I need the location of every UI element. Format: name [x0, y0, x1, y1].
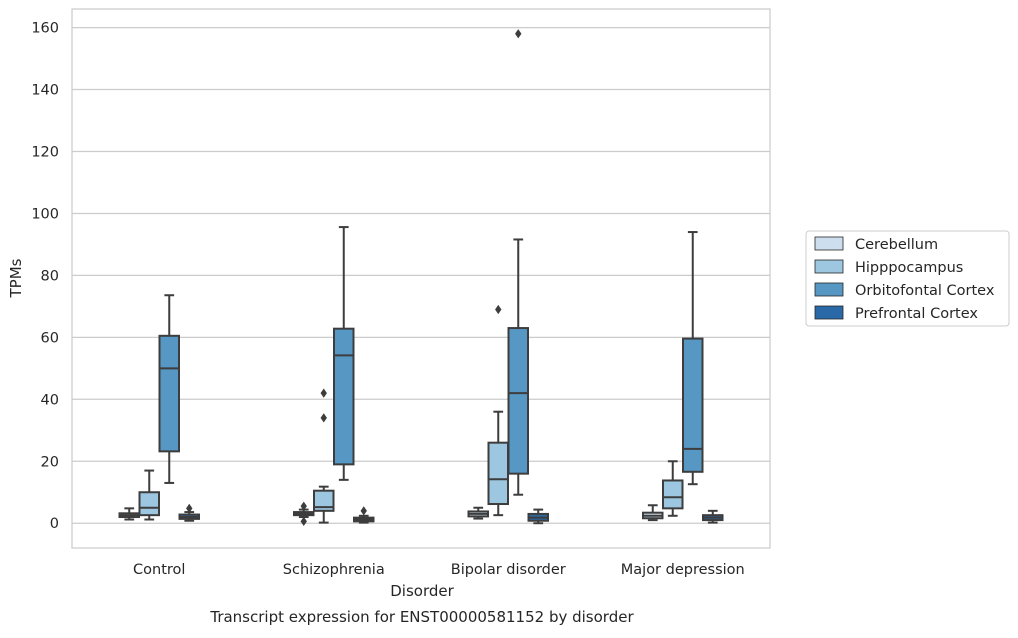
box-orbitofontal-cortex: [507, 29, 529, 496]
legend-swatch: [814, 282, 844, 297]
outlier-point: [495, 304, 502, 315]
y-tick-label: 0: [50, 516, 59, 532]
outlier-point: [186, 503, 193, 513]
legend-label: Orbitofontal Cortex: [855, 283, 995, 299]
y-tick-label: 80: [41, 268, 59, 284]
outlier-point: [300, 516, 307, 526]
x-tick-label: Bipolar disorder: [451, 562, 566, 578]
y-tick-label: 160: [31, 21, 59, 37]
legend-swatch: [814, 259, 844, 274]
outlier-point: [515, 29, 522, 39]
box-orbitofontal-cortex: [333, 226, 355, 481]
outlier-point: [320, 388, 327, 398]
y-tick-label: 120: [31, 144, 59, 160]
y-tick-label: 100: [31, 206, 59, 222]
box-iqr: [682, 337, 704, 473]
y-tick-labels: 0 20 40 60 80 100 120 140 160: [31, 21, 59, 533]
x-axis-label: Disorder: [390, 582, 454, 600]
box-cerebellum: [293, 501, 315, 526]
outlier-point: [300, 501, 307, 511]
box-iqr: [507, 327, 529, 475]
boxes: [118, 29, 724, 526]
y-axis-label: TPMs: [7, 258, 25, 298]
box-hipppocampus: [487, 304, 509, 517]
box-iqr: [158, 334, 180, 453]
legend-swatch: [814, 236, 844, 251]
box-prefrontal-cortex: [353, 506, 375, 524]
box-prefrontal-cortex: [178, 503, 200, 522]
box-cerebellum: [642, 504, 664, 522]
x-tick-label: Control: [133, 562, 185, 578]
box-iqr: [662, 479, 684, 510]
y-tick-label: 40: [41, 392, 59, 408]
box-prefrontal-cortex: [527, 508, 549, 525]
box-hipppocampus: [138, 469, 160, 521]
legend-frame: [805, 230, 1010, 327]
plot-frame: [71, 8, 771, 549]
x-tick-label: Schizophrenia: [283, 562, 385, 578]
y-tick-label: 20: [41, 454, 59, 470]
box-hipppocampus: [313, 388, 335, 524]
figure-caption: Transcript expression for ENST0000058115…: [209, 608, 634, 626]
y-tick-label: 60: [41, 330, 59, 346]
box-orbitofontal-cortex: [682, 231, 704, 486]
legend-label: Cerebellum: [855, 237, 938, 253]
box-iqr: [333, 327, 355, 466]
outlier-point: [360, 506, 367, 516]
box-iqr: [313, 489, 335, 512]
box-cerebellum: [118, 507, 140, 521]
box-hipppocampus: [662, 460, 684, 517]
legend-label: Prefrontal Cortex: [855, 306, 978, 322]
legend-swatch: [814, 305, 844, 320]
box-cerebellum: [467, 506, 489, 520]
box-orbitofontal-cortex: [158, 294, 180, 484]
box-iqr: [138, 491, 160, 517]
x-tick-labels: Control Schizophrenia Bipolar disorder Majo…: [133, 562, 745, 578]
grid-lines: [72, 26, 770, 524]
box-iqr: [487, 441, 509, 506]
outlier-point: [320, 413, 327, 423]
legend-label: Hipppocampus: [855, 260, 963, 276]
legend: Cerebellum Hipppocampus Orbitofontal Corte…: [805, 230, 1010, 327]
box-prefrontal-cortex: [702, 509, 724, 524]
x-tick-label: Major depression: [621, 562, 745, 578]
y-tick-label: 140: [31, 83, 59, 99]
